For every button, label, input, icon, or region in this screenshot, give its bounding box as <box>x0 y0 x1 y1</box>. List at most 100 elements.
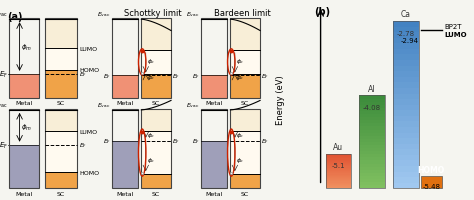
Bar <box>393 172 419 177</box>
Bar <box>9 74 39 98</box>
Bar <box>45 109 77 132</box>
Bar <box>359 176 385 179</box>
Bar <box>141 109 171 132</box>
Text: $E_{\rm F}$: $E_{\rm F}$ <box>172 72 180 80</box>
Bar <box>141 74 171 98</box>
Bar <box>393 27 419 33</box>
Bar <box>45 70 77 98</box>
Text: $E_{\rm vac}$: $E_{\rm vac}$ <box>186 101 200 109</box>
Y-axis label: Energy (eV): Energy (eV) <box>276 75 285 125</box>
Text: $\phi_m$: $\phi_m$ <box>21 42 32 52</box>
Bar <box>393 105 419 111</box>
Bar <box>141 19 171 51</box>
Bar <box>112 141 138 188</box>
Bar <box>359 130 385 133</box>
Text: LUMO: LUMO <box>444 32 466 38</box>
Bar <box>393 83 419 88</box>
Bar <box>45 19 77 49</box>
Text: $E_{\rm vac}$: $E_{\rm vac}$ <box>0 99 8 109</box>
Text: $E_{\rm F}$: $E_{\rm F}$ <box>79 141 87 149</box>
Bar <box>359 96 385 188</box>
Bar <box>201 19 228 98</box>
Text: $E_{\rm vac}$: $E_{\rm vac}$ <box>97 101 111 109</box>
Text: $E_{\rm F}$: $E_{\rm F}$ <box>102 137 111 145</box>
Text: LUMO: LUMO <box>79 129 97 134</box>
Text: $E_{\rm F}$: $E_{\rm F}$ <box>79 70 87 79</box>
Text: Metal: Metal <box>205 191 223 196</box>
Bar <box>359 102 385 105</box>
Text: -5.48: -5.48 <box>422 183 440 189</box>
Text: Metal: Metal <box>15 191 33 196</box>
Text: $E_{\rm F}$: $E_{\rm F}$ <box>0 69 8 80</box>
Text: Al: Al <box>368 84 376 93</box>
Text: SC: SC <box>241 101 249 106</box>
Bar <box>359 185 385 188</box>
Bar <box>230 19 260 98</box>
Text: HOMO: HOMO <box>79 68 99 73</box>
Bar <box>359 96 385 99</box>
Bar <box>326 172 351 173</box>
Bar <box>393 88 419 94</box>
Bar <box>326 184 351 185</box>
Bar <box>326 171 351 172</box>
Text: $E_{\rm F}$: $E_{\rm F}$ <box>261 72 269 80</box>
Bar <box>359 139 385 142</box>
Bar <box>359 158 385 161</box>
Bar <box>326 158 351 159</box>
Bar <box>112 109 138 188</box>
Bar <box>359 182 385 185</box>
Bar <box>393 100 419 105</box>
Bar <box>326 163 351 164</box>
Bar <box>326 185 351 186</box>
Text: $\phi_b$: $\phi_b$ <box>237 73 244 82</box>
Bar <box>393 122 419 127</box>
Bar <box>326 176 351 177</box>
Bar <box>326 183 351 184</box>
Bar <box>359 108 385 111</box>
Bar <box>393 44 419 50</box>
Bar <box>393 33 419 39</box>
Bar <box>326 177 351 178</box>
Text: SC: SC <box>57 101 65 106</box>
Bar <box>201 141 228 188</box>
Bar <box>359 99 385 102</box>
Bar <box>326 155 351 156</box>
Bar <box>9 109 39 188</box>
Bar <box>359 164 385 167</box>
Bar <box>393 111 419 116</box>
Text: $\phi_b$: $\phi_b$ <box>237 155 244 164</box>
Bar <box>359 142 385 145</box>
Text: (b): (b) <box>314 7 330 17</box>
Bar <box>393 94 419 100</box>
Text: $E_{\rm F}$: $E_{\rm F}$ <box>172 137 180 145</box>
Bar <box>359 118 385 121</box>
Bar <box>393 22 419 188</box>
Text: SC: SC <box>241 191 249 196</box>
Bar <box>393 133 419 138</box>
Text: $E_{\rm F}$: $E_{\rm F}$ <box>191 72 200 80</box>
Bar <box>393 161 419 166</box>
Text: Au: Au <box>333 142 343 151</box>
Bar <box>326 156 351 158</box>
Bar <box>230 132 260 174</box>
Text: SC: SC <box>152 101 160 106</box>
Text: Bardeen limit: Bardeen limit <box>214 9 271 18</box>
Text: Schottky limit: Schottky limit <box>124 9 182 18</box>
Text: $E_{\rm vac}$: $E_{\rm vac}$ <box>186 10 200 19</box>
Bar <box>359 161 385 164</box>
Bar <box>230 51 260 74</box>
Bar <box>141 174 171 188</box>
Bar <box>326 187 351 188</box>
Bar <box>326 164 351 166</box>
Bar <box>141 109 171 188</box>
Bar <box>393 77 419 83</box>
Bar <box>45 49 77 70</box>
Bar <box>230 174 260 188</box>
Bar <box>141 51 171 74</box>
Bar <box>45 19 77 98</box>
Bar <box>112 19 138 98</box>
Text: $\phi_b$: $\phi_b$ <box>237 57 244 66</box>
Text: $\phi_b$: $\phi_b$ <box>147 155 155 164</box>
Bar <box>326 162 351 163</box>
Bar <box>421 176 442 188</box>
